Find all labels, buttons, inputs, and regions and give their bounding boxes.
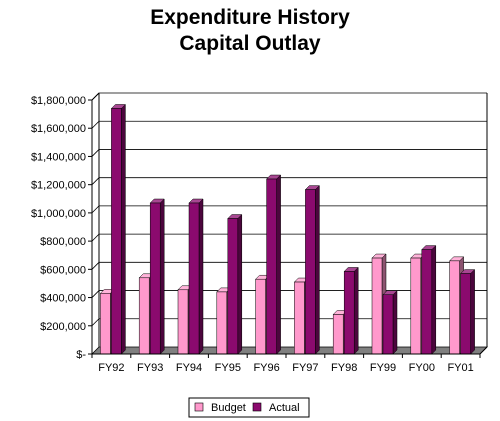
y-tick-label: $1,600,000 — [31, 123, 86, 135]
gridline — [91, 233, 487, 242]
bar-actual-fy97 — [304, 185, 321, 355]
bar-actual-fy93 — [149, 198, 165, 355]
legend-swatch — [252, 402, 262, 412]
x-axis: FY92 FY93 FY94 FY95 FY96 FY97 FY98 FY99 FY00 FY01 — [91, 346, 488, 374]
y-tick-label: $1,000,000 — [31, 208, 86, 220]
gridline — [91, 177, 487, 185]
legend-box — [188, 397, 310, 418]
legend-item-actual: Actual — [252, 402, 300, 414]
chart-title-line: Capital Outlay — [179, 32, 321, 55]
bar-actual-fy99 — [382, 290, 398, 355]
bar-actual-fy92 — [110, 103, 127, 355]
gridline — [91, 120, 487, 129]
x-tick-label: FY99 — [370, 362, 396, 374]
y-axis: $- $200,000 $400,000 $600,000 $800,000 $1,000… — [31, 95, 92, 361]
y-tick-label: $600,000 — [40, 264, 86, 276]
legend-swatch — [194, 402, 204, 412]
x-tick-label: FY95 — [215, 362, 241, 374]
y-tick-label: $200,000 — [40, 321, 86, 333]
x-tick-label: FY93 — [137, 362, 163, 374]
bar-actual-fy00 — [421, 244, 437, 355]
chart-title-line: Expenditure History — [150, 6, 350, 29]
bar-actual-fy01 — [459, 268, 476, 355]
legend: Budget Actual — [188, 397, 310, 418]
y-tick-label: $800,000 — [40, 236, 86, 248]
bar-actual-fy94 — [188, 198, 204, 355]
bars — [99, 103, 476, 355]
gridline — [91, 261, 487, 270]
x-tick-label: FY00 — [409, 362, 435, 374]
x-tick-label: FY96 — [253, 362, 279, 374]
y-tick-label: $1,200,000 — [31, 180, 86, 192]
x-tick-label: FY01 — [447, 362, 473, 374]
legend-label: Actual — [269, 402, 300, 414]
x-tick-label: FY92 — [98, 362, 124, 374]
gridline — [91, 149, 487, 157]
y-tick-label: $1,400,000 — [31, 151, 86, 163]
legend-label: Budget — [211, 402, 246, 414]
x-tick-label: FY97 — [292, 362, 318, 374]
bar-actual-fy98 — [343, 266, 359, 355]
y-tick-label: $400,000 — [40, 293, 86, 305]
bar-actual-fy96 — [265, 174, 282, 355]
x-tick-label: FY98 — [331, 362, 357, 374]
gridline — [91, 205, 487, 214]
y-tick-label: $1,800,000 — [31, 95, 86, 107]
y-tick-label: $- — [76, 349, 86, 361]
chart-title: Expenditure History Capital Outlay — [150, 6, 350, 55]
bar-actual-fy95 — [227, 213, 243, 355]
gridline — [91, 92, 487, 101]
x-tick-label: FY94 — [176, 362, 202, 374]
legend-item-budget: Budget — [194, 402, 246, 414]
